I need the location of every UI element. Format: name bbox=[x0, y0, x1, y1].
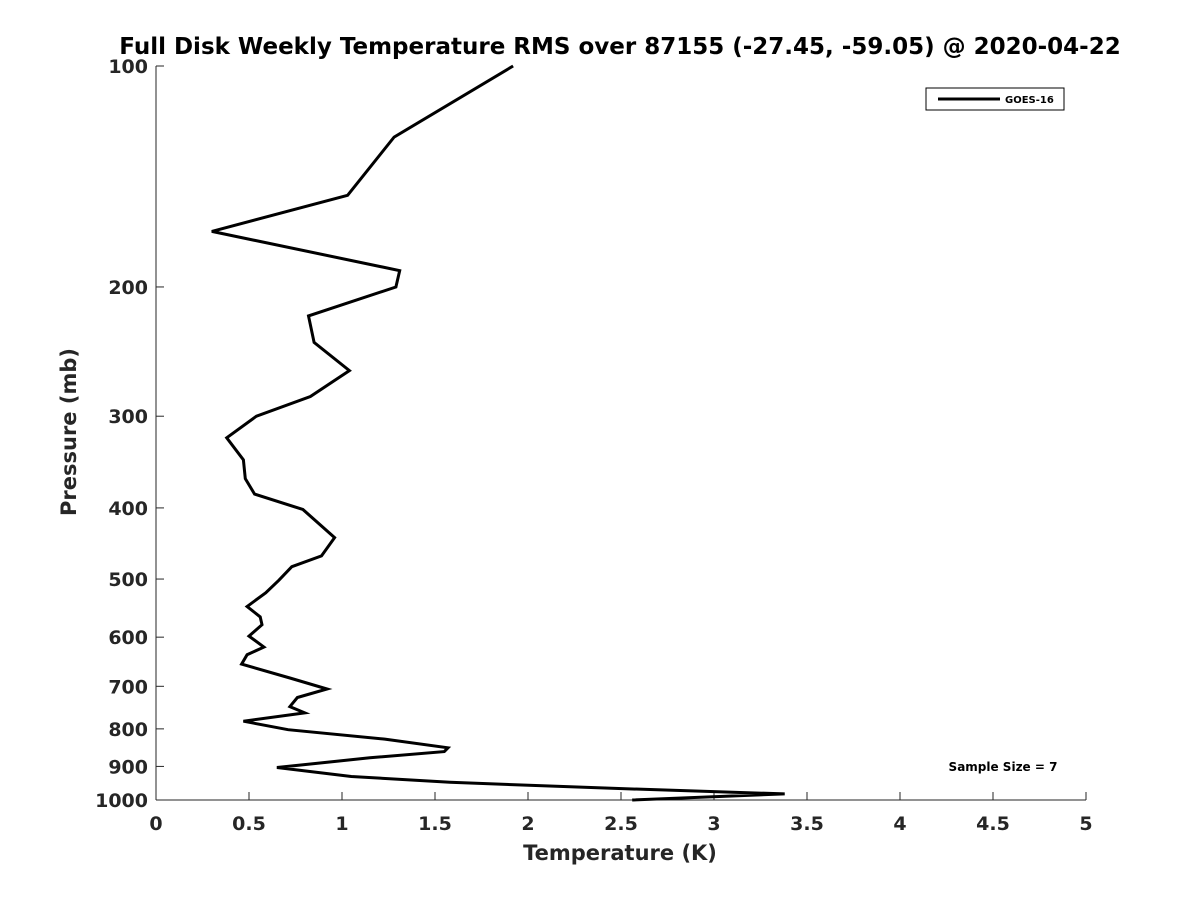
x-tick-label: 4.5 bbox=[976, 813, 1010, 835]
chart-title: Full Disk Weekly Temperature RMS over 87… bbox=[119, 34, 1121, 60]
x-tick-label: 2 bbox=[521, 813, 534, 835]
x-tick-label: 5 bbox=[1079, 813, 1092, 835]
x-tick-label: 2.5 bbox=[604, 813, 638, 835]
x-tick-label: 4 bbox=[893, 813, 906, 835]
y-axis-label: Pressure (mb) bbox=[57, 348, 81, 516]
x-tick-label: 0.5 bbox=[232, 813, 266, 835]
legend: GOES-16 bbox=[925, 87, 1065, 111]
x-tick-label: 3 bbox=[707, 813, 720, 835]
x-tick-label: 0 bbox=[149, 813, 162, 835]
plot-axes bbox=[155, 66, 1086, 801]
y-tick-label: 900 bbox=[108, 756, 148, 778]
y-tick-label: 800 bbox=[108, 719, 148, 741]
y-tick-label: 100 bbox=[108, 56, 148, 78]
x-tick-label: 1 bbox=[335, 813, 348, 835]
y-tick-label: 200 bbox=[108, 277, 148, 299]
x-axis-ticks: 0 0.5 1 1.5 2 2.5 3 3.5 4 4.5 5 bbox=[149, 792, 1093, 835]
sample-size-annotation: Sample Size = 7 bbox=[949, 760, 1058, 774]
series-line-goes-16 bbox=[211, 64, 785, 802]
x-tick-label: 3.5 bbox=[790, 813, 824, 835]
y-tick-label: 1000 bbox=[95, 790, 148, 812]
y-tick-label: 400 bbox=[108, 498, 148, 520]
y-axis-ticks: 100 200 300 400 500 600 700 800 900 1000 bbox=[95, 56, 164, 812]
series-layer bbox=[211, 64, 785, 802]
y-tick-label: 600 bbox=[108, 627, 148, 649]
y-tick-label: 700 bbox=[108, 676, 148, 698]
x-axis-label: Temperature (K) bbox=[523, 841, 717, 865]
legend-label-goes-16: GOES-16 bbox=[1005, 95, 1054, 106]
y-tick-label: 300 bbox=[108, 406, 148, 428]
x-tick-label: 1.5 bbox=[418, 813, 452, 835]
y-tick-label: 500 bbox=[108, 569, 148, 591]
